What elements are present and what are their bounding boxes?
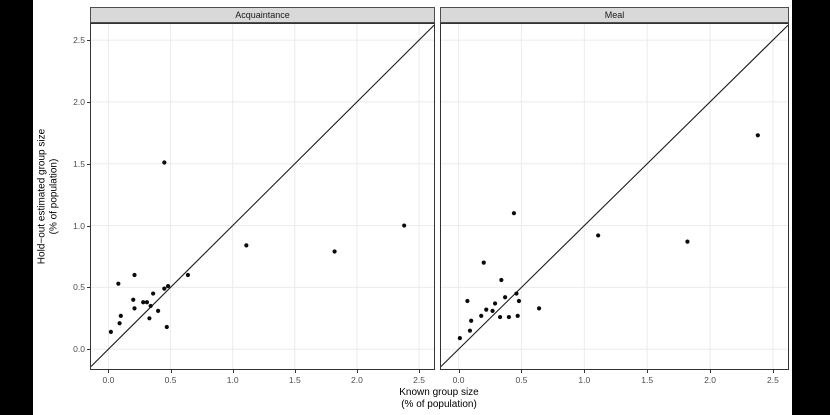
x-tick-mark (772, 370, 774, 373)
data-point (479, 313, 484, 318)
data-point (469, 318, 474, 323)
data-point (332, 249, 337, 254)
data-point (536, 306, 542, 311)
facet-strip-label-meal: Meal (604, 10, 625, 20)
data-point (162, 160, 167, 165)
data-point (596, 233, 601, 238)
data-point (141, 300, 146, 305)
y-tick-label: 1.0 (73, 220, 85, 231)
y-tick-mark (87, 163, 90, 165)
y-tick-mark (87, 349, 90, 351)
data-point (108, 329, 113, 335)
data-point (511, 211, 517, 216)
data-point (156, 308, 161, 313)
x-tick-label: 2.5 (413, 375, 425, 385)
data-point (755, 133, 760, 138)
x-tick-label: 1.5 (641, 375, 654, 385)
x-tick-mark (710, 370, 712, 373)
data-point (132, 272, 137, 278)
y-axis-title-line1: Hold−out estimated group size (36, 128, 48, 265)
y-tick-label: 2.5 (73, 35, 85, 46)
data-point (514, 291, 519, 296)
data-point (492, 301, 498, 306)
y-tick-mark (87, 101, 90, 103)
data-point (132, 306, 137, 311)
panel-svg (91, 24, 434, 369)
data-point (131, 297, 136, 302)
y-axis-title: Hold−out estimated group size (% of popu… (36, 72, 61, 322)
x-tick-label: 1.0 (578, 375, 591, 385)
x-tick-label: 2.0 (351, 375, 363, 385)
x-tick-mark (170, 370, 172, 373)
identity-line (441, 24, 788, 367)
facet-strip-label-acquaintance: Acquaintance (235, 10, 290, 20)
data-point (497, 314, 503, 320)
scatter-figure: Acquaintance Meal 0.0 0.5 1.0 1.5 2.0 2.5 0.0 0… (33, 0, 792, 415)
data-point (165, 284, 171, 289)
x-axis-title-line1: Known group size (399, 387, 479, 398)
x-tick-label: 2.5 (766, 375, 779, 385)
data-point (116, 281, 121, 286)
data-point (516, 298, 522, 304)
data-point (148, 303, 153, 309)
facet-strip-meal: Meal (440, 7, 789, 23)
y-tick-mark (87, 40, 90, 42)
data-point (499, 277, 504, 283)
data-point (457, 335, 462, 341)
x-axis-title: Known group size (% of population) (339, 387, 539, 410)
data-point (506, 314, 511, 320)
y-tick-label: 0.5 (73, 282, 85, 293)
data-point (244, 243, 249, 248)
data-point (503, 295, 508, 300)
x-axis-title-line2: (% of population) (401, 398, 477, 410)
data-point (147, 316, 152, 321)
data-point (144, 300, 150, 305)
y-tick-label: 2.0 (73, 96, 85, 107)
x-tick-mark (232, 370, 234, 373)
data-point (151, 291, 156, 296)
data-point (185, 272, 191, 278)
data-point (484, 307, 489, 312)
data-point (162, 286, 167, 291)
x-tick-mark (584, 370, 586, 373)
data-point (164, 324, 169, 330)
x-tick-label: 0.5 (164, 375, 177, 385)
x-tick-mark (458, 370, 460, 373)
panel-acquaintance (90, 23, 435, 370)
facet-strip-acquaintance: Acquaintance (90, 7, 435, 23)
x-tick-label: 1.5 (288, 375, 301, 385)
x-tick-label: 1.0 (226, 375, 239, 385)
data-point (118, 313, 123, 318)
x-tick-label: 0.0 (102, 375, 115, 385)
y-axis-title-line2: (% of population) (48, 158, 59, 235)
x-tick-mark (419, 370, 421, 373)
identity-line (91, 24, 434, 367)
x-tick-mark (647, 370, 649, 373)
x-tick-label: 0.5 (515, 375, 528, 385)
y-tick-label: 1.5 (73, 158, 85, 169)
data-point (117, 321, 122, 326)
x-tick-mark (108, 370, 110, 373)
x-tick-mark (356, 370, 358, 373)
x-tick-mark (294, 370, 296, 373)
x-tick-label: 2.0 (704, 375, 716, 385)
panel-meal (440, 23, 789, 370)
data-point (481, 260, 486, 265)
data-point (467, 328, 473, 333)
y-tick-mark (87, 225, 90, 227)
y-tick-mark (87, 287, 90, 289)
data-point (515, 313, 520, 318)
panel-svg (441, 24, 788, 369)
data-point (685, 239, 690, 244)
x-tick-label: 0.0 (452, 375, 465, 385)
x-tick-mark (521, 370, 523, 373)
y-tick-label: 0.0 (73, 344, 85, 355)
data-point (465, 298, 470, 304)
data-point (490, 308, 495, 313)
data-point (402, 223, 407, 228)
